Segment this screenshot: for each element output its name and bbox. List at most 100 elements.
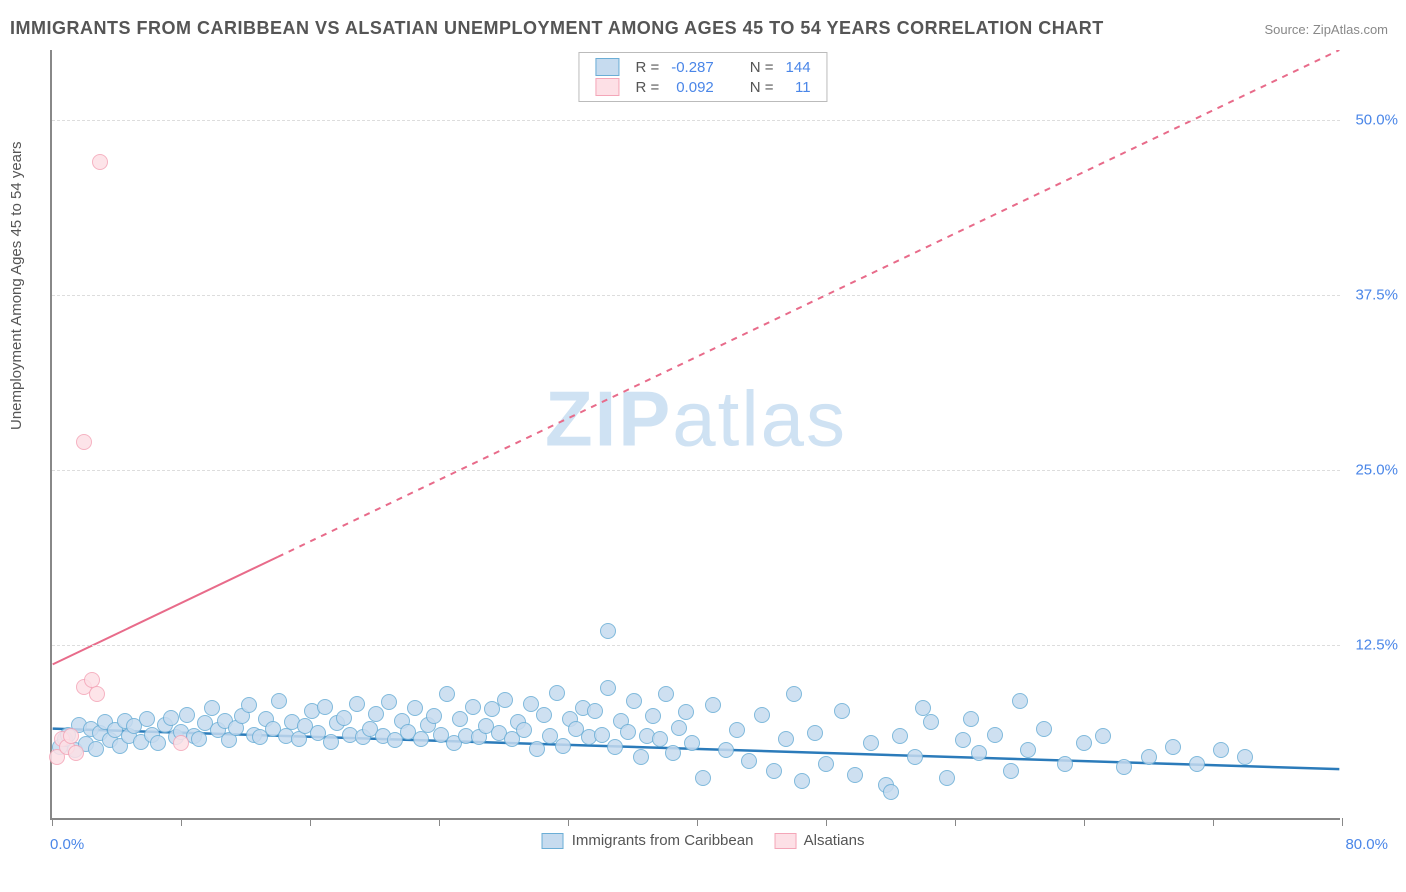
gridline — [52, 645, 1340, 646]
data-point — [349, 696, 365, 712]
data-point — [600, 623, 616, 639]
data-point — [923, 714, 939, 730]
data-point — [241, 697, 257, 713]
series-legend: Immigrants from Caribbean Alsatians — [542, 832, 865, 849]
data-point — [915, 700, 931, 716]
gridline — [52, 120, 1340, 121]
r-value-1: -0.287 — [665, 57, 720, 77]
data-point — [323, 734, 339, 750]
data-point — [741, 753, 757, 769]
data-point — [1189, 756, 1205, 772]
data-point — [633, 749, 649, 765]
x-tick — [1084, 818, 1085, 826]
data-point — [766, 763, 782, 779]
data-point — [987, 727, 1003, 743]
swatch-bottom-2 — [774, 833, 796, 849]
data-point — [173, 735, 189, 751]
data-point — [413, 731, 429, 747]
data-point — [529, 741, 545, 757]
data-point — [439, 686, 455, 702]
data-point — [684, 735, 700, 751]
watermark: ZIPatlas — [545, 373, 847, 464]
data-point — [1165, 739, 1181, 755]
data-point — [89, 686, 105, 702]
data-point — [516, 722, 532, 738]
data-point — [381, 694, 397, 710]
data-point — [76, 434, 92, 450]
data-point — [426, 708, 442, 724]
x-tick — [1213, 818, 1214, 826]
data-point — [452, 711, 468, 727]
data-point — [695, 770, 711, 786]
data-point — [607, 739, 623, 755]
x-tick — [181, 818, 182, 826]
gridline — [52, 470, 1340, 471]
data-point — [271, 693, 287, 709]
x-axis-min-label: 0.0% — [50, 836, 84, 853]
data-point — [939, 770, 955, 786]
data-point — [834, 703, 850, 719]
data-point — [818, 756, 834, 772]
data-point — [587, 703, 603, 719]
data-point — [907, 749, 923, 765]
legend-row-series1: R = -0.287 N = 144 — [589, 57, 816, 77]
data-point — [465, 699, 481, 715]
swatch-bottom-1 — [542, 833, 564, 849]
data-point — [594, 727, 610, 743]
x-tick — [439, 818, 440, 826]
data-point — [620, 724, 636, 740]
data-point — [536, 707, 552, 723]
x-tick — [568, 818, 569, 826]
n-value-1: 144 — [780, 57, 817, 77]
data-point — [807, 725, 823, 741]
data-point — [729, 722, 745, 738]
data-point — [955, 732, 971, 748]
data-point — [191, 731, 207, 747]
y-tick-label: 12.5% — [1355, 637, 1398, 654]
n-value-2: 11 — [780, 77, 817, 97]
data-point — [317, 699, 333, 715]
r-value-2: 0.092 — [665, 77, 720, 97]
swatch-series1 — [595, 58, 619, 76]
data-point — [705, 697, 721, 713]
x-tick — [955, 818, 956, 826]
data-point — [1095, 728, 1111, 744]
x-tick — [52, 818, 53, 826]
data-point — [645, 708, 661, 724]
data-point — [626, 693, 642, 709]
data-point — [497, 692, 513, 708]
gridline — [52, 295, 1340, 296]
source-attribution: Source: ZipAtlas.com — [1264, 22, 1388, 37]
legend-label-1: Immigrants from Caribbean — [572, 832, 754, 849]
y-tick-label: 25.0% — [1355, 462, 1398, 479]
plot-area: ZIPatlas 12.5%25.0%37.5%50.0% — [50, 50, 1340, 820]
data-point — [678, 704, 694, 720]
data-point — [671, 720, 687, 736]
data-point — [652, 731, 668, 747]
x-tick — [697, 818, 698, 826]
data-point — [368, 706, 384, 722]
chart-title: IMMIGRANTS FROM CARIBBEAN VS ALSATIAN UN… — [10, 18, 1104, 39]
x-tick — [826, 818, 827, 826]
x-tick — [1342, 818, 1343, 826]
data-point — [863, 735, 879, 751]
data-point — [1237, 749, 1253, 765]
x-tick — [310, 818, 311, 826]
data-point — [163, 710, 179, 726]
data-point — [92, 154, 108, 170]
data-point — [794, 773, 810, 789]
data-point — [1141, 749, 1157, 765]
x-axis-max-label: 80.0% — [1345, 836, 1388, 853]
data-point — [778, 731, 794, 747]
legend-label-2: Alsatians — [804, 832, 865, 849]
data-point — [549, 685, 565, 701]
data-point — [847, 767, 863, 783]
y-axis-title: Unemployment Among Ages 45 to 54 years — [8, 141, 25, 430]
data-point — [1036, 721, 1052, 737]
data-point — [665, 745, 681, 761]
data-point — [68, 745, 84, 761]
data-point — [1116, 759, 1132, 775]
y-tick-label: 37.5% — [1355, 287, 1398, 304]
data-point — [555, 738, 571, 754]
data-point — [786, 686, 802, 702]
